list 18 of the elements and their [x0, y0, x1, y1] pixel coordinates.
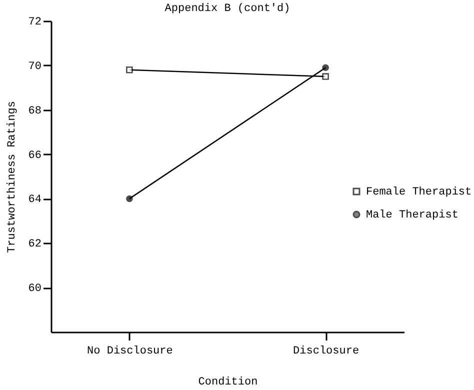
point: [126, 195, 133, 202]
point: [322, 73, 329, 80]
x-tick-label: No Disclosure: [87, 346, 173, 358]
point: [126, 66, 133, 74]
legend-label: Male Therapist: [366, 210, 458, 222]
y-tick-label: 60: [28, 283, 42, 296]
x-tick-label: Disclosure: [293, 346, 360, 358]
x-axis-title: Condition: [198, 376, 258, 388]
y-tick-label: 70: [28, 60, 42, 73]
chart-title: Appendix B (cont'd): [164, 3, 290, 15]
y-tick-label: 72: [28, 16, 42, 28]
y-tick-label: 66: [28, 150, 42, 162]
y-tick-label: 68: [28, 105, 42, 118]
y-axis-title: Trustworthiness Ratings: [6, 101, 18, 253]
y-tick-label: 64: [28, 194, 42, 206]
y-tick-label: 62: [28, 238, 42, 251]
legend-label: Female Therapist: [366, 186, 472, 198]
point: [322, 64, 329, 72]
